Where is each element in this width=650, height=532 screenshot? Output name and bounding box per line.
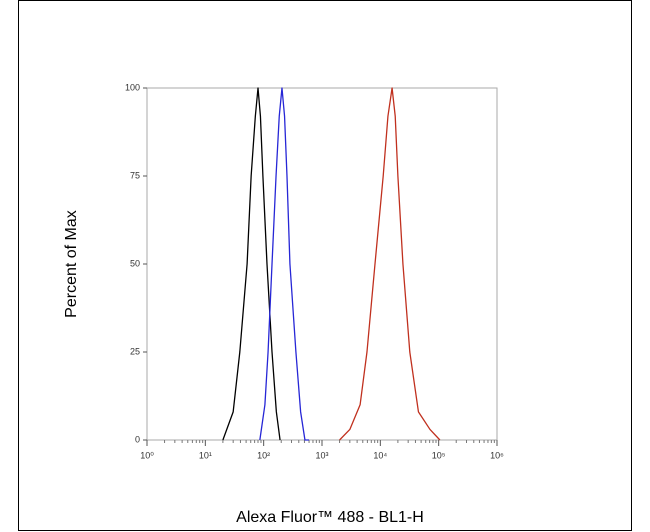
y-tick-label: 25 <box>130 346 140 356</box>
x-tick-label: 10⁵ <box>432 450 446 460</box>
y-tick-label: 0 <box>135 434 140 444</box>
y-tick-label: 75 <box>130 170 140 180</box>
histogram-line <box>259 87 310 441</box>
outer-frame <box>18 0 632 531</box>
y-tick-label: 100 <box>125 82 140 92</box>
histogram-line <box>222 87 281 441</box>
y-tick-label: 50 <box>130 258 140 268</box>
y-axis-label: Percent of Max <box>63 210 80 318</box>
x-tick-label: 10⁴ <box>373 450 387 460</box>
histogram-line <box>339 87 441 441</box>
x-tick-label: 10⁶ <box>490 450 504 460</box>
x-tick-label: 10⁰ <box>140 450 154 460</box>
x-tick-label: 10² <box>257 450 270 460</box>
x-tick-label: 10¹ <box>199 450 212 460</box>
x-tick-label: 10³ <box>315 450 328 460</box>
x-axis-label: Alexa Fluor™ 488 - BL1-H <box>236 509 424 526</box>
